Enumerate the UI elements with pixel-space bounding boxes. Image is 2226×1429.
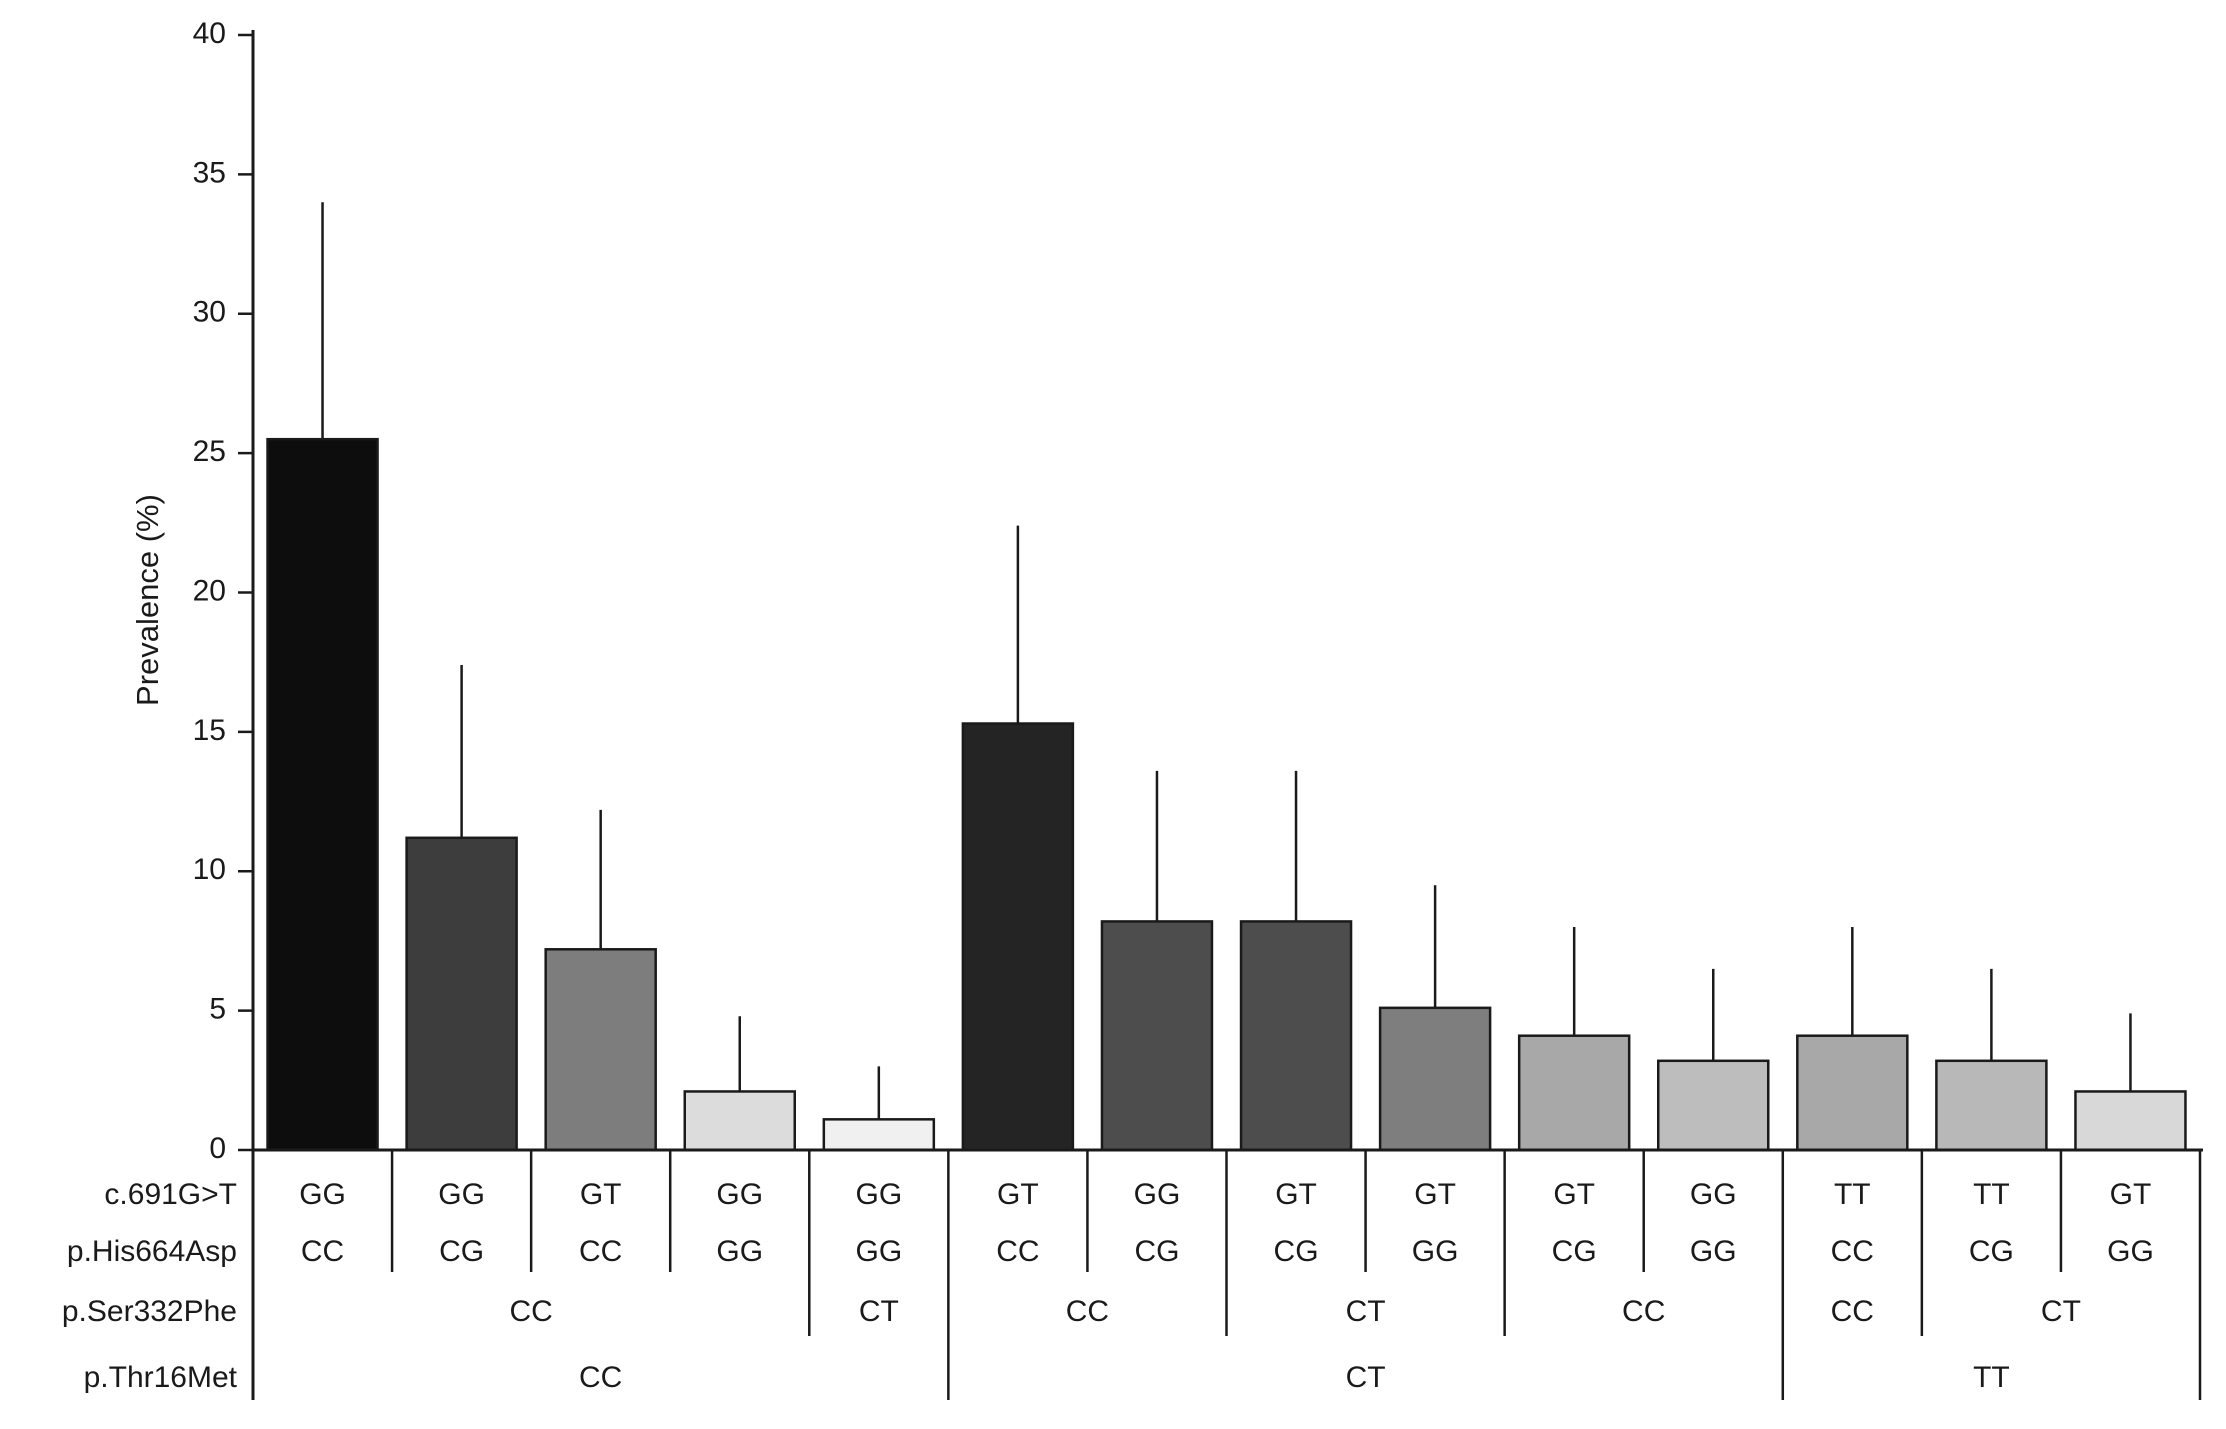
- genotype-cell-c691: GT: [1553, 1178, 1595, 1211]
- y-tick-label: 15: [193, 714, 226, 747]
- bar: [961, 722, 1075, 1152]
- y-tick-label: 20: [193, 574, 226, 607]
- genotype-group-ser332: CT: [1346, 1295, 1386, 1328]
- genotype-group-ser332: CC: [1622, 1295, 1665, 1328]
- bar: [1517, 1034, 1631, 1152]
- bar: [1935, 1059, 2048, 1152]
- genotype-group-ser332: CC: [1066, 1295, 1109, 1328]
- genotype-cell-c691: GT: [2110, 1178, 2152, 1211]
- genotype-row-label: p.Ser332Phe: [62, 1295, 237, 1328]
- genotype-cell-his664: CG: [1552, 1235, 1597, 1268]
- genotype-row-label: p.Thr16Met: [84, 1361, 238, 1394]
- genotype-cell-his664: CG: [1969, 1235, 2014, 1268]
- genotype-group-thr16: CT: [1346, 1361, 1386, 1394]
- genotype-cell-c691: GG: [1690, 1178, 1737, 1211]
- genotype-cell-his664: CG: [1274, 1235, 1319, 1268]
- bar: [1100, 920, 1214, 1152]
- bar: [683, 1090, 796, 1152]
- genotype-cell-c691: TT: [1834, 1178, 1871, 1211]
- genotype-row-label: p.His664Asp: [67, 1235, 237, 1268]
- y-tick-label: 10: [193, 853, 226, 886]
- genotype-cell-his664: CC: [996, 1235, 1039, 1268]
- bar: [1378, 1006, 1492, 1152]
- genotype-group-ser332: CC: [509, 1295, 552, 1328]
- y-tick-label: 40: [193, 17, 226, 50]
- genotype-cell-c691: GT: [997, 1178, 1039, 1211]
- genotype-cell-c691: GG: [1134, 1178, 1181, 1211]
- bar: [1796, 1034, 1909, 1152]
- genotype-cell-his664: GG: [1412, 1235, 1459, 1268]
- bar: [2074, 1090, 2187, 1152]
- genotype-cell-c691: GG: [716, 1178, 763, 1211]
- genotype-cell-his664: GG: [2107, 1235, 2154, 1268]
- genotype-cell-his664: GG: [716, 1235, 763, 1268]
- genotype-group-thr16: TT: [1973, 1361, 2010, 1394]
- genotype-cell-his664: CC: [301, 1235, 344, 1268]
- bar: [822, 1118, 936, 1152]
- genotype-row-label: c.691G>T: [104, 1178, 237, 1211]
- y-tick-label: 25: [193, 435, 226, 468]
- genotype-cell-his664: GG: [1690, 1235, 1737, 1268]
- y-axis-title: Prevalence (%): [130, 494, 165, 706]
- bar: [544, 948, 657, 1152]
- y-tick-label: 5: [209, 993, 226, 1026]
- y-tick-label: 0: [209, 1132, 226, 1165]
- genotype-cell-c691: GG: [438, 1178, 485, 1211]
- bar: [266, 437, 379, 1152]
- genotype-cell-c691: TT: [1973, 1178, 2010, 1211]
- genotype-cell-his664: GG: [855, 1235, 902, 1268]
- genotype-cell-his664: CG: [439, 1235, 484, 1268]
- genotype-cell-c691: GG: [855, 1178, 902, 1211]
- bar: [1239, 920, 1353, 1152]
- genotype-cell-c691: GT: [1275, 1178, 1317, 1211]
- y-tick-label: 35: [193, 156, 226, 189]
- genotype-cell-c691: GG: [299, 1178, 346, 1211]
- genotype-group-ser332: CC: [1831, 1295, 1874, 1328]
- genotype-group-ser332: CT: [859, 1295, 899, 1328]
- bar: [405, 836, 518, 1152]
- genotype-group-ser332: CT: [2041, 1295, 2081, 1328]
- genotype-cell-his664: CG: [1134, 1235, 1179, 1268]
- genotype-cell-c691: GT: [580, 1178, 622, 1211]
- genotype-cell-his664: CC: [579, 1235, 622, 1268]
- genotype-cell-his664: CC: [1831, 1235, 1874, 1268]
- y-tick-label: 30: [193, 296, 226, 329]
- genotype-cell-c691: GT: [1414, 1178, 1456, 1211]
- bar: [1657, 1059, 1770, 1152]
- genotype-group-thr16: CC: [579, 1361, 622, 1394]
